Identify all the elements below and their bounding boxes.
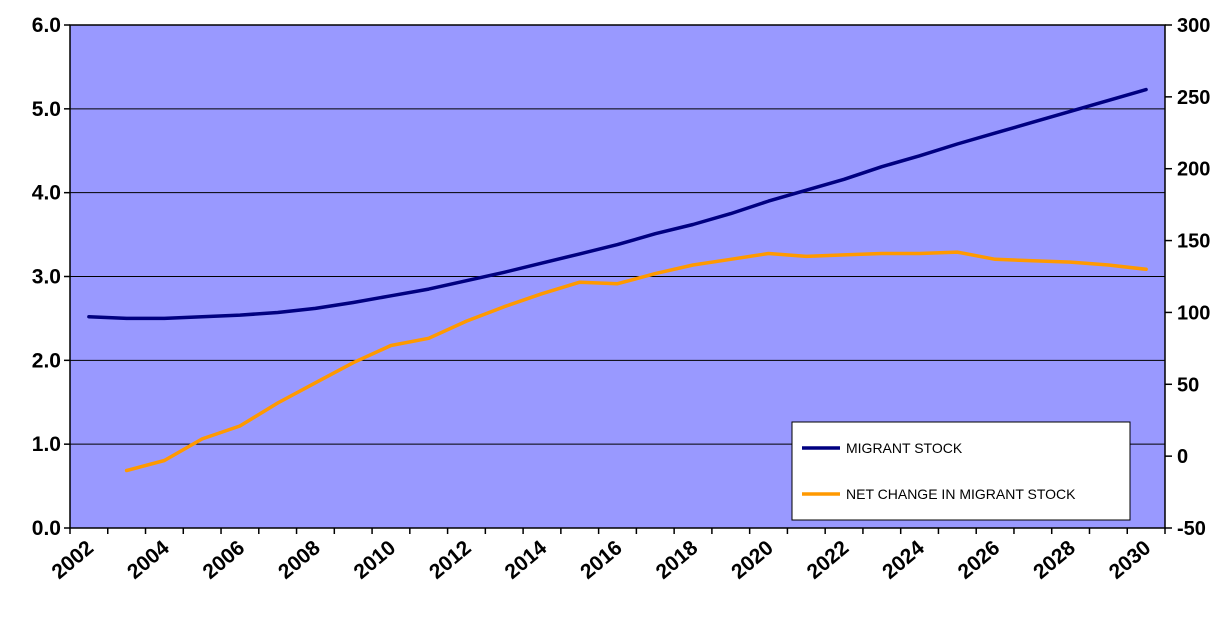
series-layer bbox=[87, 87, 1148, 473]
left-tick-label: 2.0 bbox=[32, 349, 61, 372]
legend-label-net-change: NET CHANGE IN MIGRANT STOCK bbox=[846, 486, 1076, 502]
x-tick-label: 2028 bbox=[1029, 536, 1080, 584]
left-tick-label: 0.0 bbox=[32, 517, 61, 540]
right-tick-label: -50 bbox=[1177, 518, 1206, 540]
right-tick-label: 200 bbox=[1177, 159, 1210, 181]
x-tick-label: 2026 bbox=[954, 536, 1005, 584]
x-tick-label: 2006 bbox=[199, 536, 250, 584]
right-tick-label: 250 bbox=[1177, 87, 1210, 109]
migrant-stock-line bbox=[87, 87, 1148, 321]
x-tick-label: 2022 bbox=[803, 536, 854, 584]
legend: MIGRANT STOCK NET CHANGE IN MIGRANT STOC… bbox=[791, 421, 1131, 521]
right-tick-label: 300 bbox=[1177, 15, 1210, 37]
x-tick-label: 2010 bbox=[350, 536, 401, 584]
left-tick-label: 5.0 bbox=[32, 98, 61, 121]
left-tick-label: 3.0 bbox=[32, 266, 61, 289]
left-tick-label: 6.0 bbox=[32, 14, 61, 37]
legend-box bbox=[791, 421, 1131, 521]
left-tick-label: 4.0 bbox=[32, 182, 61, 205]
right-y-axis: -50 0 50 100 150 200 250 300 bbox=[1165, 15, 1210, 540]
legend-label-migrant-stock: MIGRANT STOCK bbox=[846, 440, 963, 456]
x-tick-label: 2004 bbox=[123, 536, 174, 584]
left-tick-label: 1.0 bbox=[32, 433, 61, 456]
x-tick-label: 2016 bbox=[576, 536, 627, 584]
right-tick-label: 150 bbox=[1177, 231, 1210, 253]
right-tick-label: 100 bbox=[1177, 302, 1210, 324]
x-tick-label: 2018 bbox=[652, 536, 703, 584]
right-tick-label: 0 bbox=[1177, 446, 1188, 468]
left-y-axis: 0.0 1.0 2.0 3.0 4.0 5.0 6.0 bbox=[32, 14, 70, 540]
net-change-line bbox=[124, 250, 1148, 473]
x-axis: 2002 2004 2006 2008 2010 2012 2014 2016 2018 2020… bbox=[48, 528, 1166, 584]
x-tick-label: 2030 bbox=[1105, 536, 1156, 584]
x-tick-label: 2024 bbox=[878, 536, 929, 584]
x-tick-label: 2014 bbox=[501, 536, 552, 584]
x-tick-label: 2020 bbox=[727, 536, 778, 584]
x-tick-label: 2002 bbox=[48, 536, 99, 584]
x-tick-label: 2008 bbox=[274, 536, 325, 584]
right-tick-label: 50 bbox=[1177, 374, 1199, 396]
x-tick-label: 2012 bbox=[425, 536, 476, 584]
